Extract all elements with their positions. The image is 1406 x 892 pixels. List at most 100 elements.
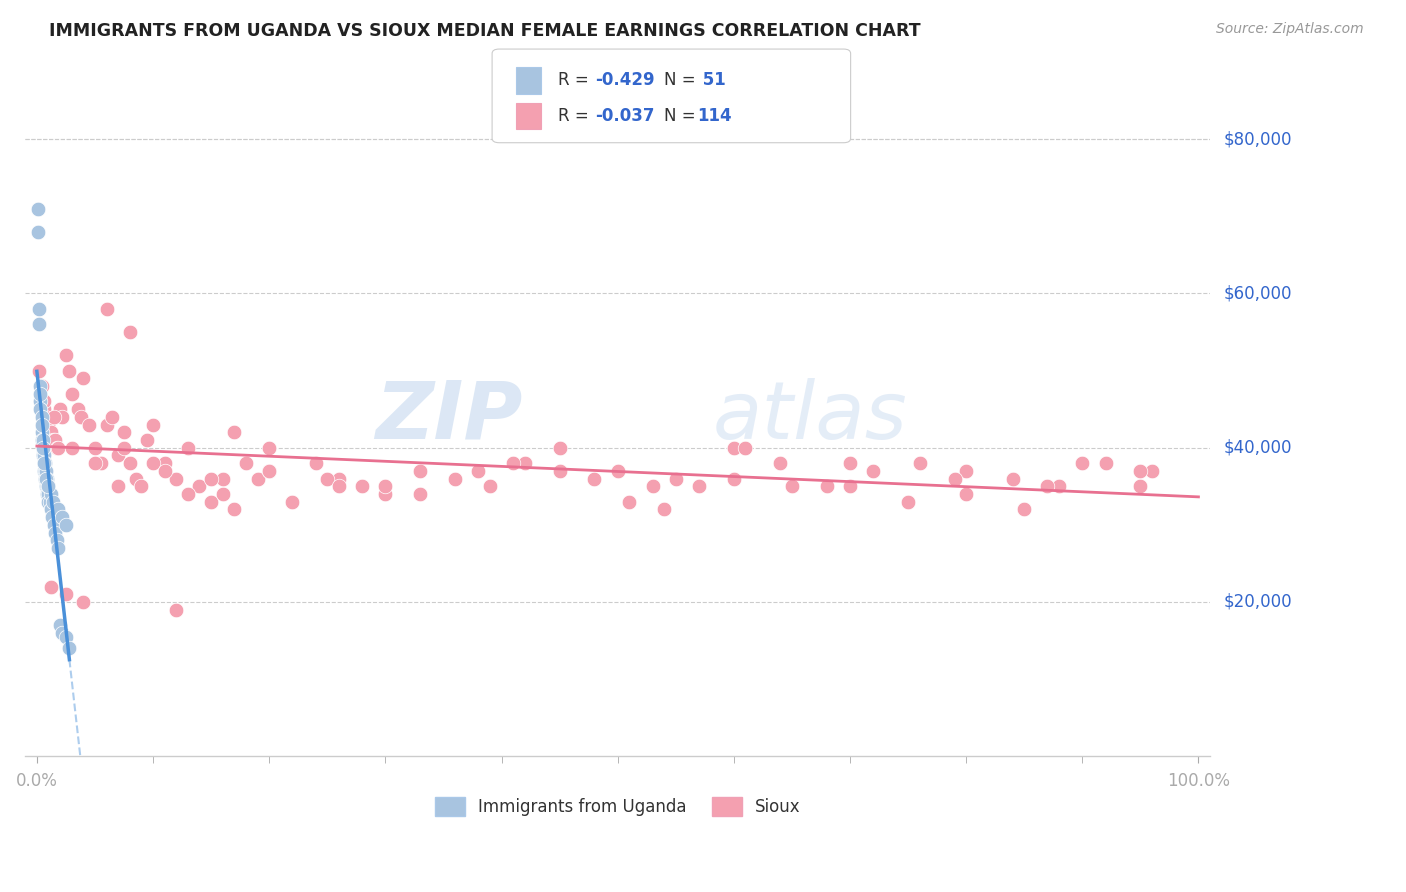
Point xyxy=(955,487,977,501)
Point xyxy=(34,456,56,470)
Text: 114: 114 xyxy=(697,107,733,125)
Point xyxy=(37,494,59,508)
Point xyxy=(281,494,304,508)
Point xyxy=(1129,464,1152,478)
Point xyxy=(409,464,432,478)
Point xyxy=(49,618,72,632)
Point xyxy=(112,441,135,455)
Point xyxy=(118,325,141,339)
Point xyxy=(107,449,129,463)
Point xyxy=(90,456,112,470)
Point xyxy=(46,541,69,555)
Point xyxy=(28,318,51,332)
Point xyxy=(37,417,59,432)
Point xyxy=(815,479,838,493)
Point xyxy=(665,472,688,486)
Point xyxy=(49,402,72,417)
Point xyxy=(32,456,55,470)
Point xyxy=(200,494,222,508)
Point xyxy=(769,456,792,470)
Text: $40,000: $40,000 xyxy=(1225,439,1292,457)
Point xyxy=(136,433,159,447)
Point xyxy=(31,449,53,463)
Point xyxy=(38,494,60,508)
Point xyxy=(96,301,118,316)
Text: Source: ZipAtlas.com: Source: ZipAtlas.com xyxy=(1216,22,1364,37)
Text: R =: R = xyxy=(558,71,595,89)
Point xyxy=(1094,456,1116,470)
Point xyxy=(583,472,606,486)
Point xyxy=(153,464,176,478)
Point xyxy=(1036,479,1059,493)
Point xyxy=(1047,479,1070,493)
Point xyxy=(955,464,977,478)
Point xyxy=(39,580,62,594)
Point xyxy=(409,487,432,501)
Point xyxy=(444,472,467,486)
Point xyxy=(45,533,67,548)
Point xyxy=(188,479,211,493)
Point xyxy=(37,479,59,493)
Point xyxy=(30,386,52,401)
Point xyxy=(723,441,745,455)
Point xyxy=(66,402,89,417)
Point xyxy=(131,479,153,493)
Point xyxy=(27,202,49,216)
Point xyxy=(96,417,118,432)
Point xyxy=(42,494,65,508)
Point xyxy=(107,479,129,493)
Point xyxy=(235,456,257,470)
Point xyxy=(45,441,67,455)
Point xyxy=(37,487,59,501)
Text: N =: N = xyxy=(664,107,700,125)
Point xyxy=(31,417,53,432)
Point xyxy=(34,464,56,478)
Point xyxy=(328,479,350,493)
Text: -0.037: -0.037 xyxy=(595,107,654,125)
Point xyxy=(101,409,124,424)
Point xyxy=(35,479,58,493)
Point xyxy=(44,433,66,447)
Point xyxy=(60,441,83,455)
Point xyxy=(734,441,756,455)
Point xyxy=(39,487,62,501)
Point xyxy=(839,456,862,470)
Point xyxy=(1140,464,1163,478)
Point xyxy=(328,472,350,486)
Point xyxy=(51,409,73,424)
Point xyxy=(46,441,69,455)
Point xyxy=(60,386,83,401)
Text: $80,000: $80,000 xyxy=(1225,130,1292,148)
Point xyxy=(70,409,93,424)
Point xyxy=(211,487,233,501)
Point xyxy=(641,479,664,493)
Point xyxy=(38,425,60,440)
Point xyxy=(1129,479,1152,493)
Point xyxy=(35,417,58,432)
Point xyxy=(72,371,94,385)
Point xyxy=(34,472,56,486)
Point xyxy=(84,456,107,470)
Point xyxy=(27,225,49,239)
Point xyxy=(30,379,52,393)
Point xyxy=(246,472,269,486)
Point xyxy=(31,409,53,424)
Point xyxy=(35,472,58,486)
Point xyxy=(548,464,571,478)
Point xyxy=(478,479,501,493)
Text: ZIP: ZIP xyxy=(375,378,523,456)
Point xyxy=(55,348,77,362)
Point xyxy=(153,456,176,470)
Text: -0.429: -0.429 xyxy=(595,71,654,89)
Point xyxy=(1012,502,1035,516)
Point xyxy=(77,417,100,432)
Point xyxy=(37,479,59,493)
Point xyxy=(46,502,69,516)
Point xyxy=(862,464,884,478)
Point xyxy=(31,433,53,447)
Text: $60,000: $60,000 xyxy=(1225,285,1292,302)
Point xyxy=(39,502,62,516)
Point xyxy=(35,472,58,486)
Point xyxy=(51,625,73,640)
Point xyxy=(124,472,146,486)
